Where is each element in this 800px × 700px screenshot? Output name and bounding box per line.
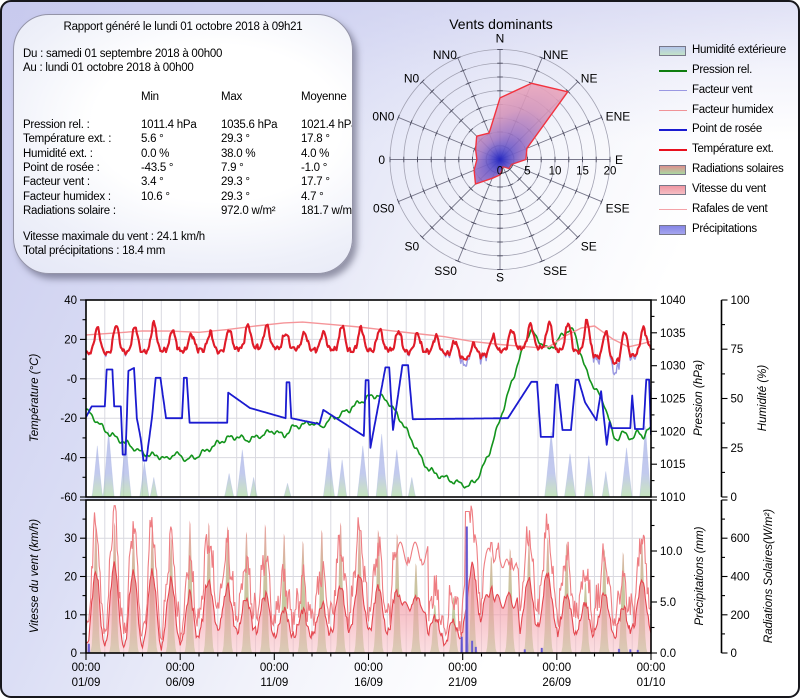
svg-text:0: 0: [731, 492, 737, 504]
svg-text:1030: 1030: [660, 361, 686, 373]
svg-text:1015: 1015: [660, 459, 686, 471]
svg-text:0: 0: [497, 166, 503, 178]
svg-text:21/09: 21/09: [448, 677, 477, 689]
svg-text:-40: -40: [60, 453, 77, 465]
svg-text:25: 25: [731, 443, 744, 455]
svg-text:20: 20: [604, 166, 617, 178]
svg-text:600: 600: [731, 533, 750, 545]
svg-text:100: 100: [731, 295, 750, 307]
svg-text:40: 40: [64, 295, 77, 307]
svg-text:S0: S0: [405, 239, 420, 253]
svg-text:Vitesse du vent (km/h): Vitesse du vent (km/h): [29, 519, 41, 633]
svg-text:0: 0: [378, 153, 385, 167]
svg-text:10: 10: [64, 610, 77, 622]
svg-text:-60: -60: [60, 492, 77, 504]
svg-text:30: 30: [64, 533, 77, 545]
svg-text:1025: 1025: [660, 394, 686, 406]
svg-text:00:00: 00:00: [354, 662, 383, 674]
svg-text:11/09: 11/09: [260, 677, 288, 689]
svg-text:1020: 1020: [660, 426, 686, 438]
svg-text:0N0: 0N0: [372, 109, 394, 123]
svg-text:NNE: NNE: [543, 48, 568, 62]
svg-text:20: 20: [64, 572, 77, 584]
svg-text:1010: 1010: [660, 492, 686, 504]
svg-text:E: E: [615, 153, 623, 167]
svg-text:00:00: 00:00: [542, 662, 571, 674]
svg-text:SE: SE: [581, 239, 597, 253]
svg-text:0.0: 0.0: [660, 648, 676, 660]
svg-text:01/09: 01/09: [72, 677, 101, 689]
svg-text:Humidité (%): Humidité (%): [757, 365, 769, 432]
svg-text:ENE: ENE: [606, 109, 631, 123]
svg-text:-20: -20: [60, 413, 77, 425]
svg-text:16/09: 16/09: [354, 677, 383, 689]
svg-text:SS0: SS0: [434, 264, 457, 278]
svg-text:00:00: 00:00: [166, 662, 195, 674]
svg-text:200: 200: [731, 610, 750, 622]
svg-text:0S0: 0S0: [373, 202, 395, 216]
svg-text:ESE: ESE: [606, 202, 630, 216]
svg-text:10.0: 10.0: [660, 546, 682, 558]
svg-text:Radiations Solaires(W/m²): Radiations Solaires(W/m²): [763, 509, 775, 643]
svg-text:00:00: 00:00: [448, 662, 477, 674]
svg-text:S: S: [496, 271, 504, 285]
svg-text:1040: 1040: [660, 295, 686, 307]
svg-text:0: 0: [71, 648, 77, 660]
svg-text:26/09: 26/09: [542, 677, 571, 689]
svg-text:00:00: 00:00: [72, 662, 101, 674]
svg-text:5.0: 5.0: [660, 597, 676, 609]
svg-text:06/09: 06/09: [166, 677, 195, 689]
svg-text:20: 20: [64, 334, 77, 346]
svg-text:Précipitations (mm): Précipitations (mm): [694, 526, 706, 625]
svg-text:N0: N0: [404, 72, 420, 86]
svg-text:10: 10: [549, 166, 562, 178]
svg-text:15: 15: [576, 166, 589, 178]
svg-text:-0: -0: [67, 374, 77, 386]
svg-text:N: N: [496, 32, 505, 46]
svg-text:400: 400: [731, 572, 750, 584]
svg-text:NN0: NN0: [433, 48, 457, 62]
svg-text:75: 75: [731, 344, 744, 356]
svg-text:NE: NE: [581, 72, 598, 86]
svg-text:Température (°C): Température (°C): [29, 354, 41, 443]
svg-text:Pression (hPa): Pression (hPa): [693, 360, 705, 436]
svg-text:0: 0: [731, 648, 737, 660]
svg-text:SSE: SSE: [543, 264, 567, 278]
svg-text:00:00: 00:00: [637, 662, 666, 674]
svg-text:Vents dominants: Vents dominants: [449, 16, 553, 32]
svg-text:01/10: 01/10: [637, 677, 666, 689]
svg-text:50: 50: [731, 394, 744, 406]
svg-text:5: 5: [524, 166, 530, 178]
svg-text:00:00: 00:00: [260, 662, 289, 674]
svg-text:1035: 1035: [660, 328, 686, 340]
